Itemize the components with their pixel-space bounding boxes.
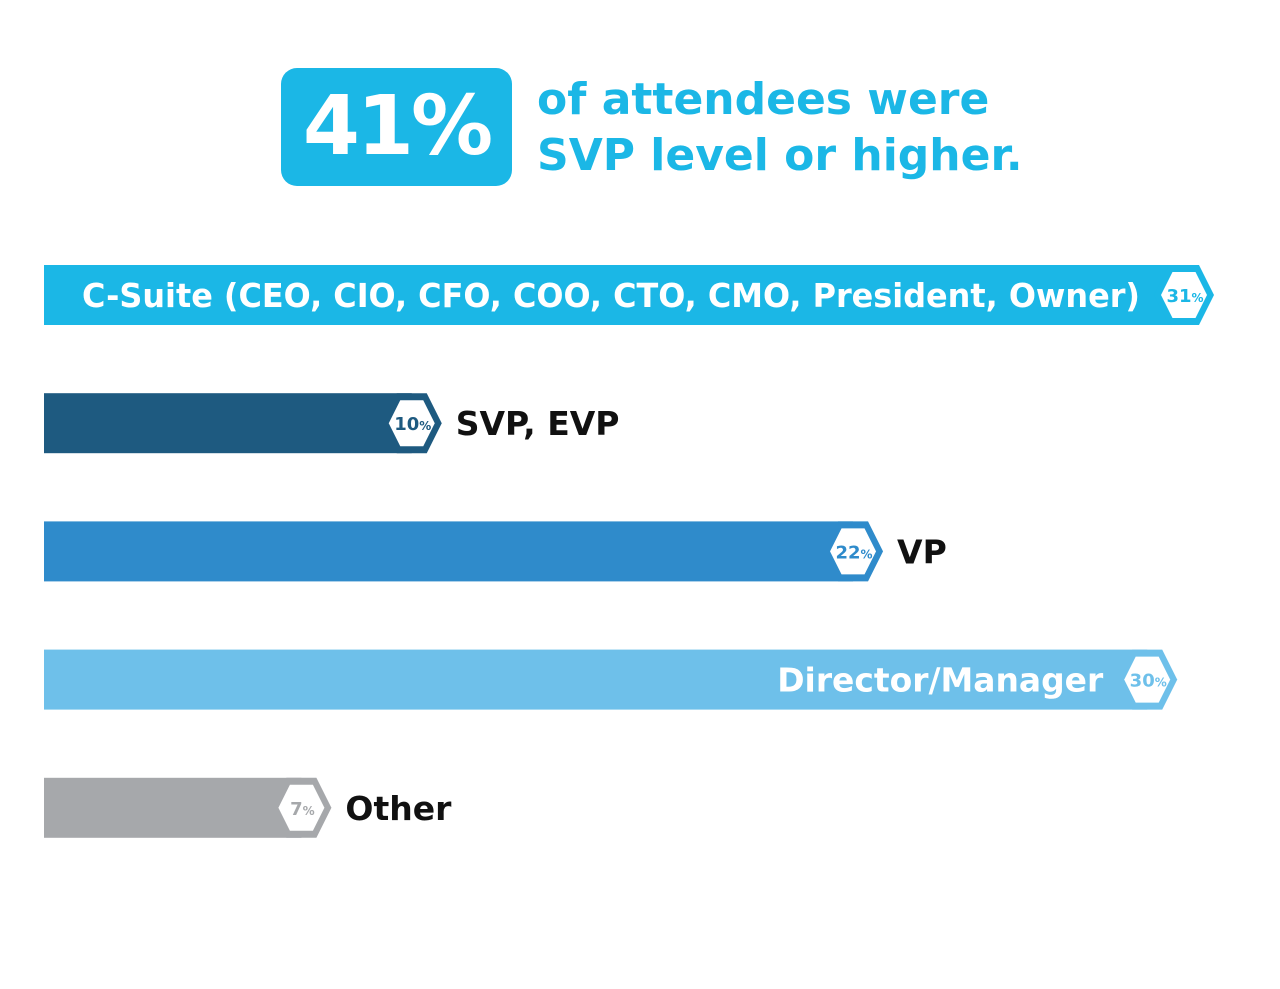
category-label: SVP, EVP bbox=[456, 404, 620, 443]
bar bbox=[44, 521, 854, 582]
data-label-value: 31 bbox=[1166, 286, 1191, 307]
category-label: C-Suite (CEO, CIO, CFO, COO, CTO, CMO, P… bbox=[82, 276, 1140, 315]
headline-caption: of attendees were SVP level or higher. bbox=[537, 72, 1097, 184]
data-label-unit: % bbox=[1155, 676, 1167, 690]
data-label-value: 7 bbox=[290, 799, 303, 820]
value-badge-inner bbox=[830, 528, 877, 575]
headline: 41% of attendees were SVP level or highe… bbox=[281, 68, 1081, 186]
data-label-value: 22 bbox=[835, 542, 860, 563]
category-label: Director/Manager bbox=[777, 661, 1104, 700]
headline-stat: 41% bbox=[302, 79, 493, 174]
bar bbox=[44, 393, 412, 454]
data-label: 22% bbox=[835, 542, 872, 563]
headline-line-1: of attendees were bbox=[537, 74, 990, 125]
headline-line-2: SVP level or higher. bbox=[537, 130, 1023, 181]
bar bbox=[44, 777, 302, 838]
data-label-unit: % bbox=[419, 419, 431, 433]
data-label-unit: % bbox=[861, 547, 873, 561]
bar-group: 30% Director/Manager bbox=[44, 649, 1178, 710]
data-label-value: 10 bbox=[394, 414, 419, 435]
value-badge-inner bbox=[1161, 272, 1207, 318]
value-badge-inner bbox=[278, 784, 325, 831]
value-badge-inner bbox=[1124, 656, 1171, 703]
data-label: 10% bbox=[394, 414, 431, 435]
bar-group: 10% SVP, EVP bbox=[44, 393, 620, 454]
data-label: 31% bbox=[1166, 286, 1203, 307]
category-label: VP bbox=[897, 532, 947, 571]
data-label-unit: % bbox=[303, 804, 315, 818]
data-label-value: 30 bbox=[1130, 671, 1155, 692]
category-label: Other bbox=[345, 789, 452, 828]
bar-group: 31% C-Suite (CEO, CIO, CFO, COO, CTO, CMO… bbox=[44, 265, 1214, 325]
bar-group: 7% Other bbox=[44, 777, 452, 838]
headline-stat-badge: 41% bbox=[281, 68, 512, 186]
bar bbox=[44, 649, 1148, 710]
bar-group: 22% VP bbox=[44, 521, 947, 582]
data-label: 7% bbox=[290, 799, 315, 820]
data-label-unit: % bbox=[1192, 291, 1204, 305]
value-badge-inner bbox=[388, 400, 435, 447]
bar bbox=[44, 265, 1184, 325]
data-label: 30% bbox=[1130, 671, 1167, 692]
